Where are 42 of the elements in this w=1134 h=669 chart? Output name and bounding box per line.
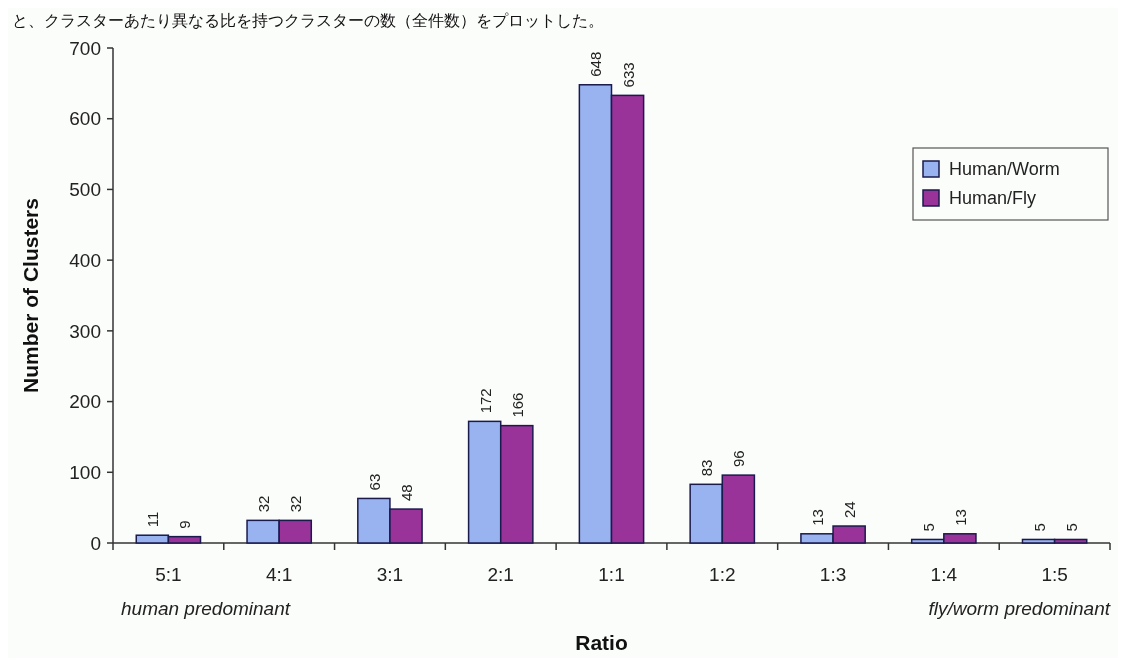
x-tick-label: 5:1 [155,564,182,585]
data-label: 11 [144,511,162,528]
data-label: 83 [698,459,716,477]
x-axis-title: Ratio [575,631,628,654]
y-tick-label: 400 [69,249,101,271]
x-tick-label: 1:3 [819,564,847,585]
x-tick-label: 3:1 [376,564,404,585]
data-label: 32 [255,495,273,513]
data-label: 5 [1030,523,1048,532]
y-tick-label: 500 [69,179,101,201]
legend-label: Human/Worm [949,159,1060,180]
data-label: 5 [1062,523,1080,532]
y-tick-label: 600 [69,108,101,130]
y-tick-label: 700 [69,37,101,59]
x-tick-label: 1:2 [709,564,736,585]
y-tick-label: 200 [69,391,101,413]
data-label: 63 [365,473,383,491]
x-tick-label: 1:4 [930,564,958,585]
data-label: 24 [841,501,859,519]
text: fly/worm predominant [928,598,1111,619]
x-tick-label: 4:1 [265,564,293,585]
data-label: 166 [508,392,526,418]
y-tick-label: 100 [69,461,101,483]
x-tick-label: 2:1 [487,564,514,585]
x-tick-label: 1:5 [1041,564,1068,585]
data-label: 172 [476,388,494,414]
text: human predominant [121,598,291,619]
data-label: 648 [587,51,605,77]
y-tick-label: 300 [69,320,101,342]
data-label: 13 [808,509,826,526]
data-label: 48 [398,484,416,502]
x-tick-label: 1:1 [598,564,625,585]
data-label: 96 [730,450,748,468]
data-label: 32 [287,495,305,513]
legend-label: Human/Fly [949,188,1037,209]
y-axis-title: Number of Clusters [19,198,42,393]
data-label: 633 [619,62,637,88]
data-label: 9 [176,520,194,529]
chart-title: と、クラスターあたり異なる比を持つクラスターの数（全件数）をプロットした。 [12,11,604,30]
y-tick-label: 0 [90,532,101,554]
data-label: 5 [919,523,937,532]
data-label: 13 [951,509,969,526]
